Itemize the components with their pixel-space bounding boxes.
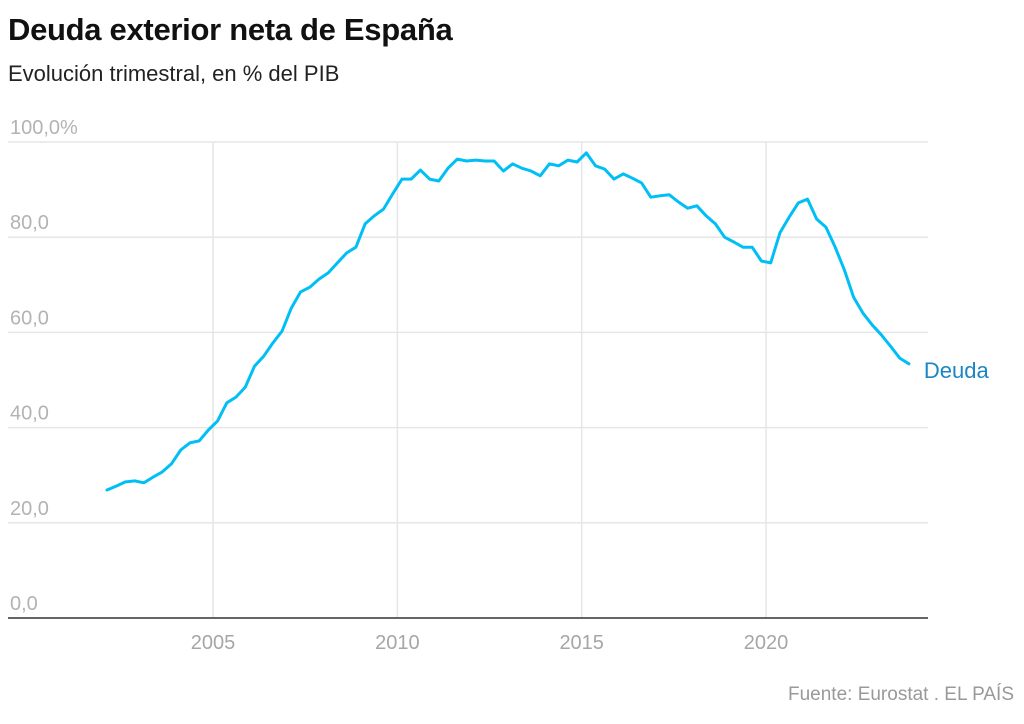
series-line-deuda (105, 151, 911, 492)
x-tick-label: 2015 (559, 632, 604, 654)
tick-labels: 0,0 20,0 40,0 60,0 80,0 100,0% 2005 2010 2015 202… (10, 117, 990, 654)
x-tick-label: 2005 (191, 632, 236, 654)
series-layer (105, 151, 911, 492)
y-tick-label: 80,0 (10, 212, 49, 234)
gridlines (8, 141, 928, 619)
x-tick-label: 2020 (744, 632, 789, 654)
x-tick-label: 2010 (375, 632, 420, 654)
chart-subtitle: Evolución trimestral, en % del PIB (8, 61, 340, 86)
y-tick-label: 40,0 (10, 403, 49, 425)
y-tick-label: 100,0% (10, 117, 78, 139)
y-tick-label: 60,0 (10, 307, 49, 329)
chart-title: Deuda exterior neta de España (8, 12, 453, 47)
source-note: Fuente: Eurostat . EL PAÍS (787, 684, 1014, 705)
y-tick-label: 20,0 (10, 498, 49, 520)
y-tick-label: 0,0 (10, 593, 38, 615)
series-label: Deuda (924, 358, 990, 383)
